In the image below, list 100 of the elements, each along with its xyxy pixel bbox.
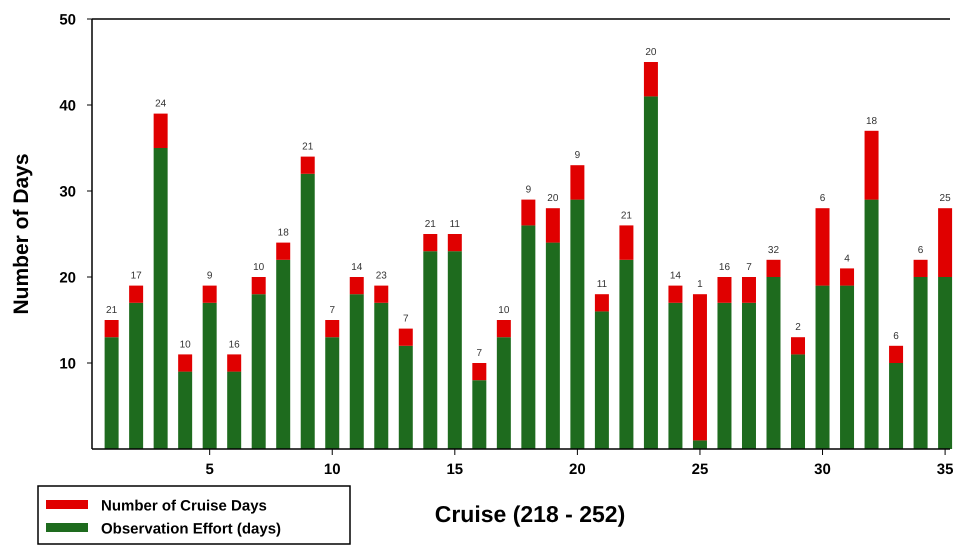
bar xyxy=(521,200,536,226)
bar xyxy=(816,208,830,286)
bar xyxy=(594,294,609,312)
y-tick-label: 40 xyxy=(59,97,76,114)
annotation: 7 xyxy=(403,314,409,325)
bar xyxy=(104,320,119,338)
annotation: 7 xyxy=(476,348,483,359)
bar xyxy=(350,277,364,294)
bar xyxy=(154,148,168,449)
bar xyxy=(448,234,462,252)
bar xyxy=(496,337,511,449)
bar xyxy=(692,440,707,449)
annotation: 7 xyxy=(746,262,752,273)
bar xyxy=(496,320,511,338)
annotation: 21 xyxy=(620,210,632,222)
bar xyxy=(129,302,144,449)
bar xyxy=(521,225,536,449)
bar xyxy=(692,294,707,440)
annotation: 21 xyxy=(302,142,314,153)
x-tick-label: 15 xyxy=(446,461,464,478)
annotation: 21 xyxy=(106,305,118,316)
bar xyxy=(325,320,340,338)
annotation: 16 xyxy=(718,262,730,273)
bar xyxy=(202,302,217,449)
bar xyxy=(619,225,634,260)
bar xyxy=(938,277,952,449)
bar xyxy=(227,372,242,449)
annotation: 7 xyxy=(329,305,336,316)
y-tick-label: 20 xyxy=(59,269,76,286)
annotation: 14 xyxy=(670,270,682,282)
bar xyxy=(374,286,388,303)
annotation: 9 xyxy=(526,184,532,196)
annotation: 21 xyxy=(424,219,436,230)
bar xyxy=(840,268,854,286)
annotation: 16 xyxy=(228,339,240,350)
annotation: 10 xyxy=(498,305,510,316)
y-tick-label: 30 xyxy=(59,183,76,200)
bar xyxy=(129,286,144,303)
bar xyxy=(570,200,584,449)
annotation: 10 xyxy=(180,339,192,350)
bar xyxy=(325,337,340,449)
y-tick-label: 50 xyxy=(59,11,76,28)
bar xyxy=(619,260,634,449)
bar xyxy=(742,277,756,303)
bar xyxy=(914,277,928,449)
bar xyxy=(423,251,438,449)
bar xyxy=(717,277,732,303)
bar xyxy=(300,174,315,449)
bar xyxy=(742,302,756,449)
y-axis-title: Number of Days xyxy=(10,153,33,315)
x-tick-label: 10 xyxy=(324,461,341,478)
bar xyxy=(594,311,609,449)
bar xyxy=(668,302,682,449)
annotation: 20 xyxy=(547,193,559,204)
bar xyxy=(423,234,438,252)
bar xyxy=(178,354,192,372)
bar xyxy=(276,260,290,449)
x-tick-label: 20 xyxy=(569,461,586,478)
annotation: 9 xyxy=(206,270,213,282)
annotation: 11 xyxy=(596,279,608,290)
bar xyxy=(766,277,780,449)
bar xyxy=(546,208,560,243)
bar xyxy=(889,346,904,363)
annotation: 1 xyxy=(697,279,704,290)
annotation: 6 xyxy=(820,193,826,204)
x-tick-label: 25 xyxy=(692,461,708,478)
bar xyxy=(300,156,315,174)
bar xyxy=(717,302,732,449)
bar xyxy=(668,286,682,303)
legend-label: Observation Effort (days) xyxy=(101,520,282,538)
bar xyxy=(938,208,952,277)
bar xyxy=(350,294,364,449)
bar xyxy=(791,337,806,354)
annotation: 10 xyxy=(253,262,265,273)
bar xyxy=(398,346,413,449)
annotation: 6 xyxy=(893,330,900,342)
bar xyxy=(864,200,879,449)
annotation: 20 xyxy=(645,47,657,58)
annotation: 6 xyxy=(918,244,924,256)
annotation: 9 xyxy=(574,150,581,162)
x-tick-label: 5 xyxy=(205,461,214,478)
bar xyxy=(154,114,168,148)
bar xyxy=(276,242,290,260)
legend-label: Number of Cruise Days xyxy=(101,497,267,514)
bar xyxy=(178,372,192,449)
annotation: 18 xyxy=(866,116,878,127)
annotation: 23 xyxy=(376,270,388,282)
bar xyxy=(864,130,879,200)
bar xyxy=(644,62,658,96)
bar xyxy=(570,165,584,200)
bar xyxy=(766,260,780,277)
annotation: 17 xyxy=(130,270,142,282)
x-tick-label: 35 xyxy=(936,461,954,478)
x-tick-label: 30 xyxy=(814,461,831,478)
annotation: 32 xyxy=(768,244,780,256)
annotation: 25 xyxy=(940,193,952,204)
bar xyxy=(791,354,806,449)
bar xyxy=(252,294,266,449)
bar xyxy=(816,286,830,449)
y-tick-label: 10 xyxy=(59,355,76,372)
